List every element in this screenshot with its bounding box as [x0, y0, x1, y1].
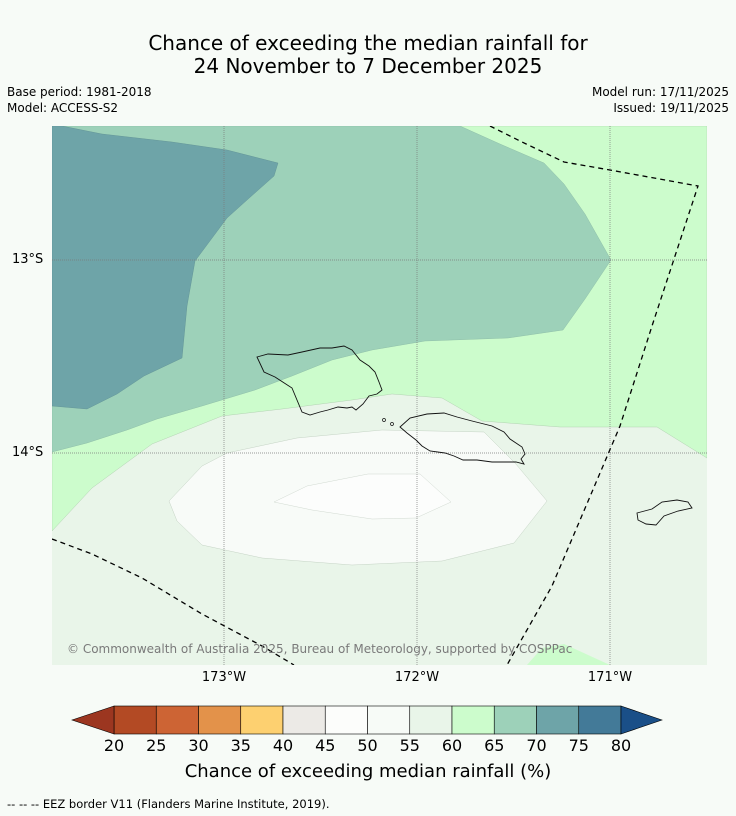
colorbar-swatch-20-25	[113, 705, 157, 735]
upolu-island-outline	[399, 412, 526, 465]
colorbar-tick-75: 75	[568, 736, 589, 755]
colorbar-under-arrow	[71, 705, 115, 735]
colorbar-swatch-55-60	[409, 705, 453, 735]
islet-marker	[382, 418, 386, 422]
tutuila-island-outline	[636, 499, 693, 526]
savaii-island-outline	[256, 345, 383, 416]
lon-label-172w: 172°W	[394, 670, 440, 685]
colorbar-swatch-30-35	[198, 705, 242, 735]
lon-label-173w: 173°W	[201, 670, 247, 685]
colorbar-swatch-50-55	[367, 705, 411, 735]
colorbar-swatch-45-50	[324, 705, 368, 735]
eez-legend-note: -- -- -- EEZ border V11 (Flanders Marine…	[7, 797, 330, 811]
base-period: Base period: 1981-2018	[7, 85, 152, 99]
copyright-notice: © Commonwealth of Australia 2025, Bureau…	[67, 642, 573, 656]
colorbar-tick-55: 55	[399, 736, 420, 755]
colorbar-tick-20: 20	[103, 736, 125, 755]
map-title-line1: Chance of exceeding the median rainfall …	[148, 31, 588, 55]
map-canvas	[52, 126, 707, 665]
colorbar-swatch-40-45	[282, 705, 326, 735]
colorbar-swatch-70-75	[536, 705, 580, 735]
eez-border	[52, 126, 699, 665]
colorbar-swatch-25-30	[155, 705, 199, 735]
lon-label-171w: 171°W	[587, 670, 633, 685]
colorbar-over-arrow	[620, 705, 663, 735]
colorbar-tick-40: 40	[272, 736, 294, 755]
lat-label-14s: 14°S	[12, 445, 44, 460]
colorbar-swatch-75-80	[578, 705, 622, 735]
colorbar	[71, 705, 663, 735]
colorbar-tick-25: 25	[146, 736, 167, 755]
colorbar-tick-35: 35	[230, 736, 251, 755]
colorbar-title: Chance of exceeding median rainfall (%)	[184, 761, 552, 782]
colorbar-swatch-35-40	[240, 705, 284, 735]
colorbar-tick-30: 30	[188, 736, 209, 755]
map-title-line2: 24 November to 7 December 2025	[193, 54, 543, 78]
colorbar-tick-70: 70	[526, 736, 547, 755]
lat-label-13s: 13°S	[12, 252, 44, 267]
colorbar-swatch-65-70	[493, 705, 537, 735]
issued-date: Issued: 19/11/2025	[613, 101, 729, 115]
colorbar-tick-65: 65	[484, 736, 505, 755]
model-run: Model run: 17/11/2025	[591, 85, 729, 99]
colorbar-tick-50: 50	[357, 736, 378, 755]
colorbar-tick-45: 45	[315, 736, 336, 755]
region-40-45	[273, 473, 452, 520]
colorbar-swatch-60-65	[451, 705, 495, 735]
region-60-65-south	[527, 644, 610, 665]
region-70-75	[52, 126, 279, 410]
islet-marker	[390, 422, 394, 426]
rainfall-map	[52, 126, 707, 665]
colorbar-tick-60: 60	[441, 736, 463, 755]
colorbar-tick-80: 80	[610, 736, 632, 755]
model-name: Model: ACCESS-S2	[7, 101, 119, 115]
